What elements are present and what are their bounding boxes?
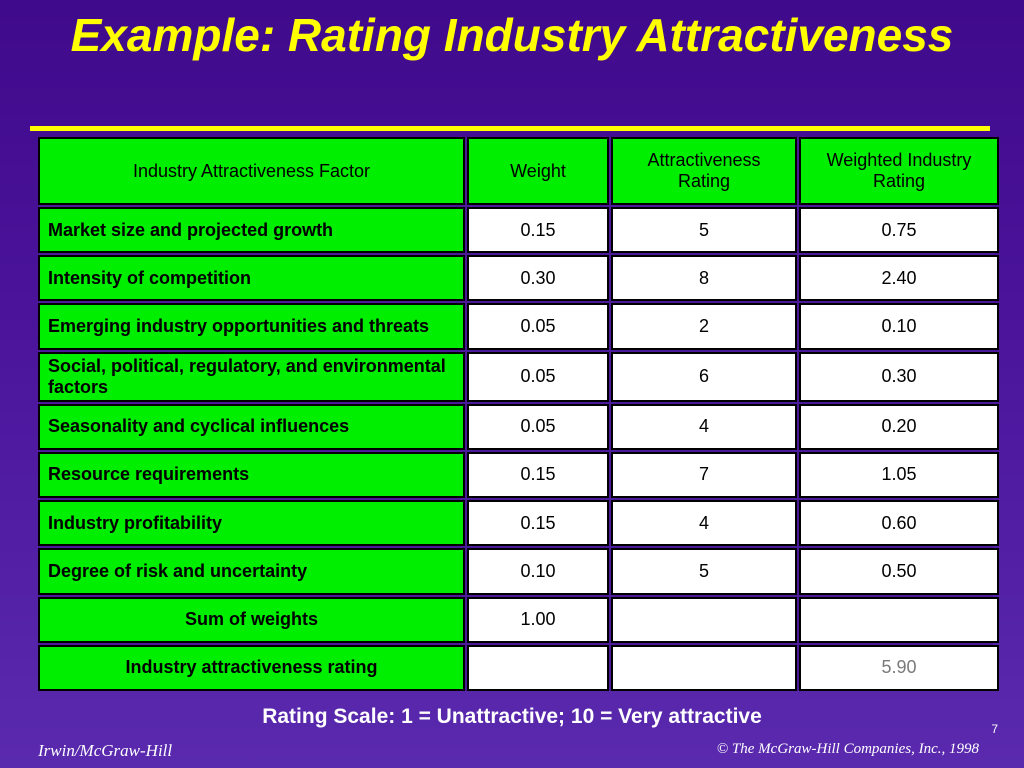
rating-cell: 7 [611, 451, 797, 499]
empty-cell [611, 644, 797, 691]
weighted-rating-cell: 0.75 [799, 207, 999, 254]
weight-cell: 0.30 [467, 255, 609, 302]
weight-cell: 0.15 [467, 207, 609, 254]
attractiveness-table: Industry Attractiveness Factor Weight At… [38, 137, 999, 691]
weighted-rating-cell: 1.05 [799, 451, 999, 499]
weight-cell: 0.05 [467, 351, 609, 402]
weighted-rating-cell: 0.20 [799, 403, 999, 450]
empty-cell [799, 596, 999, 643]
header-weighted-rating: Weighted Industry Rating [799, 137, 999, 205]
weight-cell: 0.05 [467, 303, 609, 350]
slide-title: Example: Rating Industry Attractiveness [70, 9, 954, 61]
overall-rating-label: Industry attractiveness rating [38, 644, 465, 691]
rating-scale-note: Rating Scale: 1 = Unattractive; 10 = Ver… [262, 705, 762, 728]
weighted-rating-cell: 0.30 [799, 351, 999, 402]
copyright-footer: © The McGraw-Hill Companies, Inc., 1998 [716, 741, 979, 757]
empty-cell [611, 596, 797, 643]
rating-cell: 5 [611, 207, 797, 254]
factor-cell: Seasonality and cyclical influences [38, 403, 465, 450]
factor-cell: Resource requirements [38, 451, 465, 499]
weight-cell: 0.15 [467, 451, 609, 499]
title-divider [30, 126, 990, 131]
overall-rating-value: 5.90 [799, 644, 999, 691]
rating-cell: 8 [611, 255, 797, 302]
rating-cell: 5 [611, 548, 797, 595]
rating-cell: 2 [611, 303, 797, 350]
factor-cell: Degree of risk and uncertainty [38, 548, 465, 595]
rating-cell: 6 [611, 351, 797, 402]
weighted-rating-cell: 0.10 [799, 303, 999, 350]
header-rating: Attractiveness Rating [611, 137, 797, 205]
header-factor: Industry Attractiveness Factor [38, 137, 465, 205]
weighted-rating-cell: 0.50 [799, 548, 999, 595]
factor-cell: Industry profitability [38, 500, 465, 547]
empty-cell [467, 644, 609, 691]
weight-cell: 0.10 [467, 548, 609, 595]
weighted-rating-cell: 0.60 [799, 500, 999, 547]
sum-of-weights-value: 1.00 [467, 596, 609, 643]
header-weight: Weight [467, 137, 609, 205]
rating-cell: 4 [611, 403, 797, 450]
page-number: 7 [991, 722, 998, 736]
publisher-footer: Irwin/McGraw-Hill [38, 741, 173, 760]
sum-of-weights-label: Sum of weights [38, 596, 465, 643]
weighted-rating-cell: 2.40 [799, 255, 999, 302]
weight-cell: 0.05 [467, 403, 609, 450]
factor-cell: Emerging industry opportunities and thre… [38, 303, 465, 350]
factor-cell: Social, political, regulatory, and envir… [38, 351, 465, 402]
rating-cell: 4 [611, 500, 797, 547]
factor-cell: Intensity of competition [38, 255, 465, 302]
factor-cell: Market size and projected growth [38, 207, 465, 254]
weight-cell: 0.15 [467, 500, 609, 547]
